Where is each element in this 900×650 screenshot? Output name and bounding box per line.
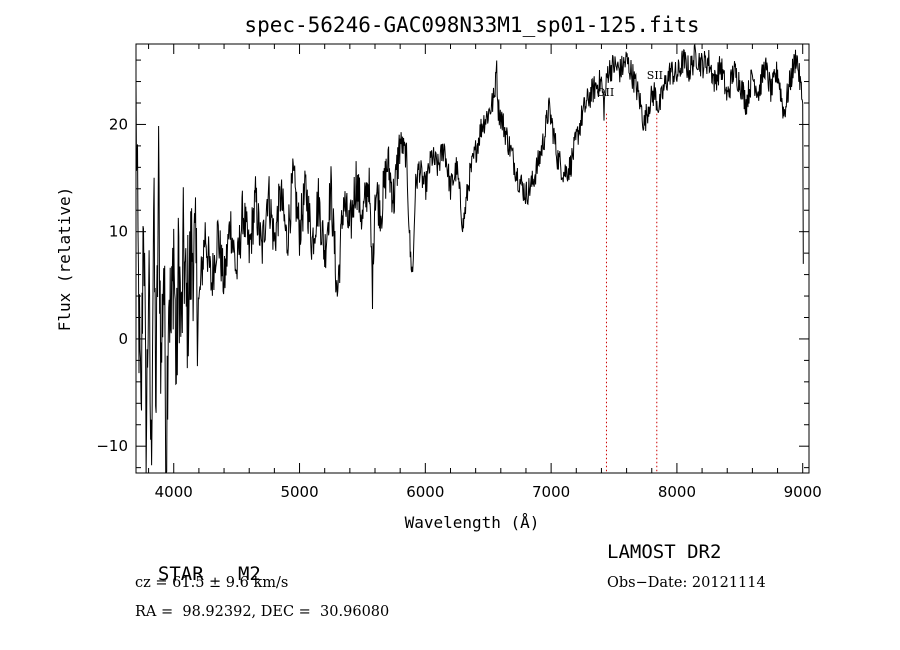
line-label-sii: SII bbox=[647, 69, 663, 82]
object-type: STAR bbox=[157, 563, 204, 585]
x-axis-label: Wavelength (Å) bbox=[405, 513, 540, 532]
observation-date: Obs−Date: 20121114 bbox=[607, 575, 766, 591]
x-tick-label: 7000 bbox=[532, 483, 570, 501]
spectrum-line bbox=[135, 43, 804, 474]
y-tick-label: 10 bbox=[109, 223, 128, 241]
axis-ticks: 4000 5000 6000 7000 8000 9000 −10 0 10 20 bbox=[96, 44, 822, 501]
object-class: STAR M2 bbox=[135, 541, 261, 585]
survey-name: LAMOST DR2 bbox=[607, 541, 722, 563]
coordinates: RA = 98.92392, DEC = 30.96080 bbox=[135, 604, 390, 620]
x-tick-label: 9000 bbox=[784, 483, 822, 501]
x-tick-label: 5000 bbox=[280, 483, 318, 501]
y-tick-label: 20 bbox=[109, 115, 128, 133]
x-tick-label: 8000 bbox=[658, 483, 696, 501]
y-tick-label: 0 bbox=[118, 330, 128, 348]
object-subclass: M2 bbox=[237, 563, 261, 585]
y-axis-label: Flux (relative) bbox=[55, 187, 74, 332]
chart-title: spec-56246-GAC098N33M1_sp01-125.fits bbox=[244, 13, 699, 37]
x-tick-label: 4000 bbox=[155, 483, 193, 501]
x-tick-label: 6000 bbox=[406, 483, 444, 501]
redshift-velocity: cz = 61.5 ± 9.6 km/s bbox=[135, 575, 289, 591]
plot-frame bbox=[135, 43, 810, 474]
y-tick-label: −10 bbox=[96, 437, 128, 455]
